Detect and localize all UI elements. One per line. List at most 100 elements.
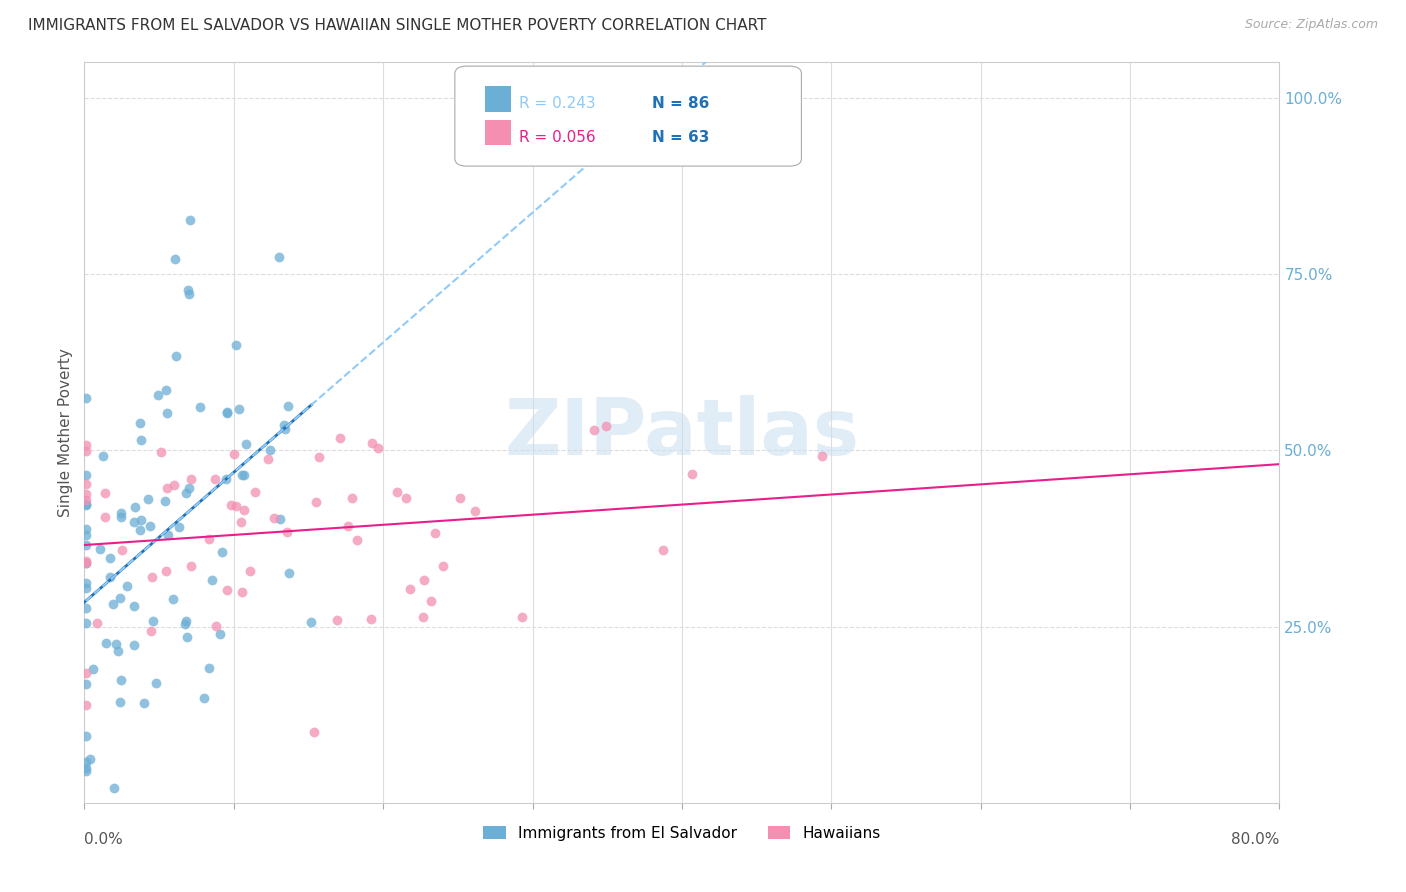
- Point: [510, 609, 533, 624]
- Point: [145, 675, 167, 690]
- Point: [219, 498, 242, 512]
- Point: [277, 566, 299, 580]
- Point: [811, 449, 834, 463]
- Point: [75, 581, 97, 595]
- Point: [94, 486, 117, 500]
- Point: [75, 498, 97, 512]
- Point: [75, 467, 97, 482]
- Point: [110, 542, 132, 557]
- Point: [361, 436, 384, 450]
- Point: [98, 570, 121, 584]
- Point: [165, 252, 187, 266]
- Point: [110, 506, 132, 520]
- Point: [193, 691, 215, 706]
- Point: [174, 615, 197, 629]
- Point: [367, 442, 389, 456]
- Point: [257, 451, 280, 466]
- Point: [167, 520, 190, 534]
- Point: [94, 636, 117, 650]
- Point: [232, 468, 254, 483]
- Point: [132, 696, 155, 710]
- Point: [304, 725, 326, 739]
- Point: [108, 695, 131, 709]
- Point: [75, 665, 97, 680]
- Point: [423, 525, 446, 540]
- Point: [204, 472, 226, 486]
- Point: [277, 399, 299, 413]
- Point: [156, 481, 179, 495]
- Point: [177, 287, 200, 301]
- Point: [269, 512, 291, 526]
- Point: [205, 619, 228, 633]
- Point: [110, 510, 132, 524]
- Point: [215, 406, 238, 420]
- Point: [155, 406, 177, 420]
- Point: [308, 450, 330, 465]
- FancyBboxPatch shape: [485, 87, 510, 112]
- Point: [582, 423, 605, 437]
- Point: [75, 698, 97, 713]
- Point: [449, 491, 471, 505]
- Point: [179, 213, 201, 227]
- Point: [128, 416, 150, 430]
- Point: [75, 764, 97, 779]
- Point: [225, 338, 247, 352]
- Point: [336, 519, 359, 533]
- Point: [276, 525, 298, 540]
- Point: [141, 570, 163, 584]
- Point: [201, 573, 224, 587]
- Point: [464, 504, 486, 518]
- Text: R = 0.056: R = 0.056: [519, 129, 596, 145]
- Point: [155, 564, 177, 578]
- Point: [269, 251, 291, 265]
- Text: Source: ZipAtlas.com: Source: ZipAtlas.com: [1244, 18, 1378, 31]
- Point: [75, 761, 97, 775]
- Point: [75, 554, 97, 568]
- Point: [155, 383, 177, 397]
- FancyBboxPatch shape: [456, 66, 801, 166]
- Legend: Immigrants from El Salvador, Hawaiians: Immigrants from El Salvador, Hawaiians: [477, 820, 887, 847]
- Point: [75, 556, 97, 570]
- Point: [75, 729, 97, 743]
- Point: [239, 564, 262, 578]
- Point: [124, 599, 146, 614]
- Text: IMMIGRANTS FROM EL SALVADOR VS HAWAIIAN SINGLE MOTHER POVERTY CORRELATION CHART: IMMIGRANTS FROM EL SALVADOR VS HAWAIIAN …: [28, 18, 766, 33]
- Point: [198, 660, 221, 674]
- Text: R = 0.243: R = 0.243: [519, 96, 596, 112]
- Text: 0.0%: 0.0%: [84, 832, 124, 847]
- Point: [652, 543, 675, 558]
- Point: [385, 484, 408, 499]
- Point: [228, 401, 250, 416]
- Point: [75, 438, 97, 452]
- Point: [162, 592, 184, 607]
- Point: [75, 601, 97, 615]
- Point: [75, 392, 97, 406]
- Point: [188, 400, 211, 414]
- Point: [432, 559, 454, 574]
- Point: [124, 500, 146, 514]
- Point: [122, 515, 145, 529]
- Point: [93, 449, 115, 463]
- Point: [305, 494, 328, 508]
- Point: [129, 513, 152, 527]
- Point: [107, 644, 129, 658]
- Point: [75, 487, 97, 501]
- Point: [110, 591, 132, 605]
- Point: [229, 515, 252, 529]
- Point: [163, 477, 186, 491]
- Y-axis label: Single Mother Poverty: Single Mother Poverty: [58, 348, 73, 517]
- Point: [299, 615, 322, 629]
- Point: [82, 662, 104, 676]
- Point: [274, 422, 297, 436]
- Point: [75, 556, 97, 570]
- Point: [399, 582, 422, 596]
- Point: [413, 573, 436, 587]
- Point: [235, 437, 257, 451]
- Point: [75, 492, 97, 507]
- Point: [98, 550, 121, 565]
- Point: [75, 444, 97, 458]
- Point: [232, 503, 254, 517]
- Point: [180, 472, 202, 486]
- Point: [217, 582, 239, 597]
- Point: [231, 585, 253, 599]
